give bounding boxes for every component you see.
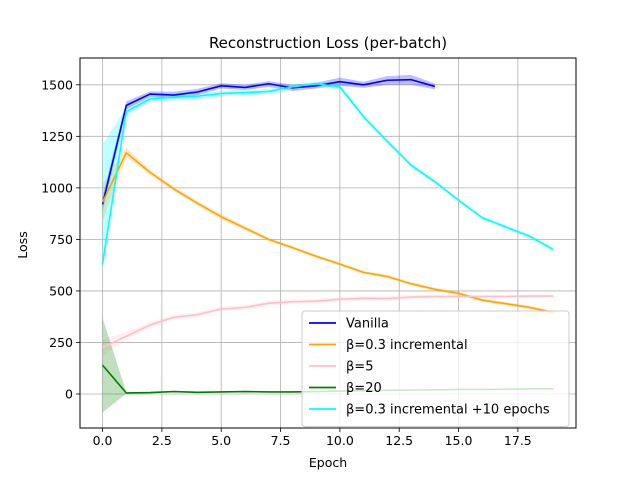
x-tick-label: 10.0 bbox=[326, 433, 354, 448]
y-tick-label: 250 bbox=[49, 335, 73, 350]
x-tick-label: 17.5 bbox=[504, 433, 532, 448]
x-tick-label: 12.5 bbox=[385, 433, 413, 448]
series-lines bbox=[101, 78, 554, 394]
series-line-1 bbox=[101, 152, 554, 314]
x-tick-label: 5.0 bbox=[211, 433, 231, 448]
legend-label: β=20 bbox=[346, 381, 382, 396]
x-axis-label: Epoch bbox=[309, 455, 347, 470]
y-tick-label: 0 bbox=[65, 386, 73, 401]
y-tick-label: 500 bbox=[49, 283, 73, 298]
legend-label: Vanilla bbox=[346, 317, 389, 332]
legend-label: β=5 bbox=[346, 360, 373, 375]
x-tick-label: 7.5 bbox=[271, 433, 291, 448]
legend-label: β=0.3 incremental bbox=[346, 338, 468, 353]
x-tick-label: 0.0 bbox=[93, 433, 113, 448]
legend: Vanilla β=0.3 incremental β=5 β=20 β=0.3 inc… bbox=[301, 310, 570, 427]
legend-label: β=0.3 incremental +10 epochs bbox=[346, 403, 550, 418]
axis-ticks: 0.0 2.5 5.0 7.5 10.0 12.5 15.0 17.5 0 250 500 750 10… bbox=[41, 77, 532, 448]
legend-box bbox=[301, 310, 570, 427]
y-tick-label: 1500 bbox=[41, 77, 73, 92]
series-line-2 bbox=[102, 295, 554, 349]
chart-title: Reconstruction Loss (per-batch) bbox=[209, 34, 447, 52]
y-tick-label: 750 bbox=[49, 232, 73, 247]
y-axis-label: Loss bbox=[15, 231, 30, 258]
x-tick-label: 15.0 bbox=[445, 433, 473, 448]
plot-area-frame bbox=[79, 57, 577, 429]
series-line-0 bbox=[101, 78, 436, 205]
x-tick-label: 2.5 bbox=[152, 433, 172, 448]
y-tick-label: 1250 bbox=[41, 129, 73, 144]
y-tick-label: 1000 bbox=[41, 180, 73, 195]
series-line-4 bbox=[101, 82, 554, 265]
